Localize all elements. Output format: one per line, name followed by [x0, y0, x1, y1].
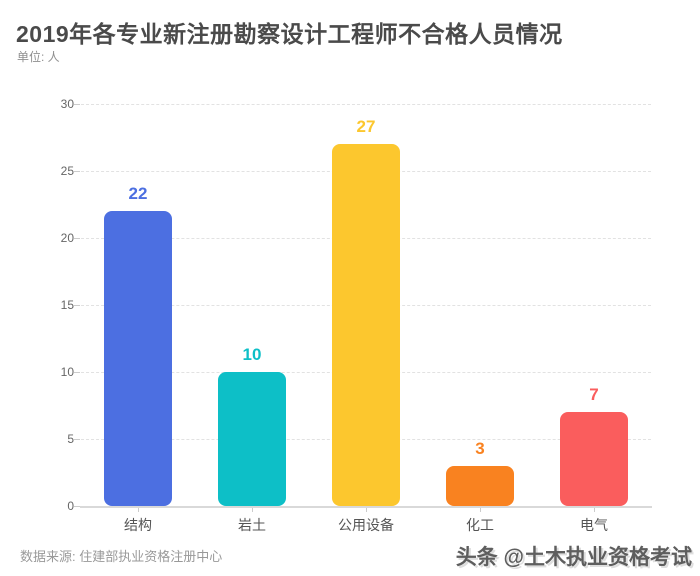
y-axis-tick-mark: [74, 372, 80, 373]
chart-title: 2019年各专业新注册勘察设计工程师不合格人员情况: [16, 21, 563, 47]
y-axis-tick-mark: [74, 238, 80, 239]
y-axis-tick-label: 0: [67, 499, 74, 513]
unit-label: 单位: 人: [17, 50, 60, 64]
y-axis-tick-mark: [74, 439, 80, 440]
bar-value-label: 3: [475, 438, 485, 458]
watermark: 头条 @土木执业资格考试: [455, 546, 692, 569]
bar: [560, 412, 628, 506]
data-source-label: 数据来源: 住建部执业资格注册中心: [20, 549, 223, 564]
bar: [218, 372, 286, 506]
bar-value-label: 7: [589, 385, 599, 405]
y-axis-tick-label: 15: [60, 298, 74, 312]
y-axis-tick-label: 30: [60, 97, 74, 111]
gridline: [81, 104, 651, 105]
y-axis-tick-mark: [74, 305, 80, 306]
y-axis-tick-label: 25: [60, 164, 74, 178]
x-axis-line: [80, 506, 652, 508]
y-axis-tick-mark: [74, 171, 80, 172]
x-axis-tick-mark: [138, 508, 139, 512]
x-axis-category-label: 岩土: [238, 517, 266, 533]
x-axis-category-label: 结构: [124, 517, 152, 533]
x-axis-tick-mark: [594, 508, 595, 512]
y-axis-tick-label: 10: [60, 365, 74, 379]
x-axis-tick-mark: [480, 508, 481, 512]
x-axis-category-label: 公用设备: [338, 517, 394, 533]
bar: [332, 144, 400, 506]
y-axis-tick-label: 5: [67, 432, 74, 446]
bar: [446, 465, 514, 506]
x-axis-category-label: 化工: [466, 517, 494, 533]
x-axis-category-label: 电气: [580, 517, 608, 533]
x-axis-tick-mark: [252, 508, 253, 512]
y-axis-tick-mark: [74, 104, 80, 105]
bar: [104, 211, 172, 506]
bar-value-label: 22: [128, 184, 148, 204]
y-axis-tick-label: 20: [60, 231, 74, 245]
bar-value-label: 10: [242, 345, 262, 364]
x-axis-tick-mark: [366, 508, 367, 512]
y-axis-tick-mark: [74, 506, 80, 507]
bar-value-label: 27: [356, 117, 376, 137]
